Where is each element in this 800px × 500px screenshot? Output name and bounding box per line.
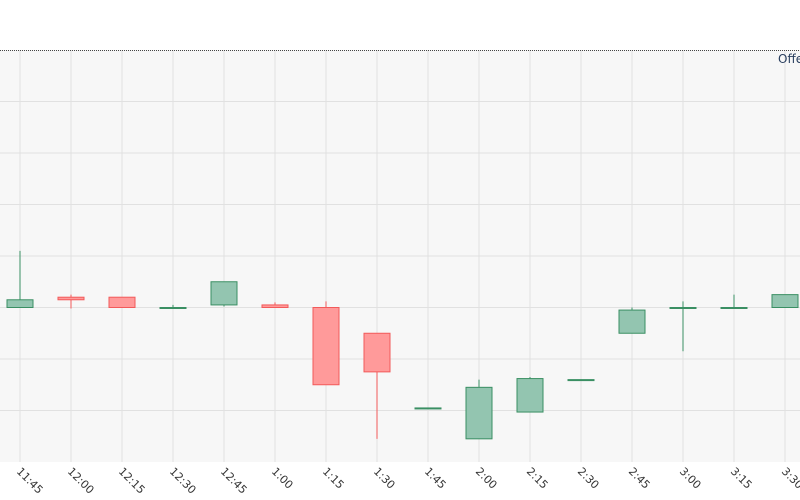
candle-body xyxy=(567,379,595,382)
candle xyxy=(771,294,799,308)
candle xyxy=(159,304,187,309)
x-tick-label: 2:45 xyxy=(626,465,653,492)
x-tick-label: 12:00 xyxy=(65,465,97,497)
candle xyxy=(720,294,748,309)
candle-body xyxy=(261,304,289,308)
candle xyxy=(465,379,493,440)
candles xyxy=(6,250,799,440)
candle-body xyxy=(6,299,34,308)
candle xyxy=(6,250,34,308)
candle-body xyxy=(465,386,493,440)
candle-body xyxy=(516,378,544,413)
candle xyxy=(363,332,391,439)
x-tick-label: 1:30 xyxy=(371,465,398,492)
candle-body xyxy=(618,309,646,334)
x-tick-label: 12:45 xyxy=(218,465,250,497)
x-tick-label: 1:00 xyxy=(269,465,296,492)
candle-body xyxy=(312,307,340,386)
x-tick-label: 12:30 xyxy=(167,465,199,497)
candle-body xyxy=(720,307,748,309)
candle-body xyxy=(108,296,136,309)
annotation-label: Offe xyxy=(778,52,800,66)
candle xyxy=(516,377,544,413)
candle xyxy=(108,296,136,309)
x-tick-label: 2:30 xyxy=(575,465,602,492)
candle-body xyxy=(669,307,697,309)
candle xyxy=(261,302,289,308)
candle xyxy=(57,294,85,309)
candle xyxy=(567,379,595,382)
candle xyxy=(669,301,697,352)
candle xyxy=(414,407,442,410)
candle-body xyxy=(363,332,391,373)
candle-body xyxy=(210,281,238,306)
candle xyxy=(312,301,340,386)
x-axis-tick-labels: 11:45 12:00 12:15 12:30 12:45 1:00 1:15 1:30 1:4… xyxy=(14,465,800,497)
candle-body xyxy=(414,407,442,410)
x-tick-label: 3:30 xyxy=(779,465,800,492)
candle-body xyxy=(57,296,85,301)
candle-body xyxy=(159,307,187,309)
x-tick-label: 3:15 xyxy=(728,465,755,492)
x-tick-label: 2:00 xyxy=(473,465,500,492)
candle xyxy=(618,307,646,334)
x-tick-label: 12:15 xyxy=(116,465,148,497)
x-tick-label: 11:45 xyxy=(14,465,46,497)
candle-body xyxy=(771,294,799,308)
x-tick-label: 1:15 xyxy=(320,465,347,492)
candle xyxy=(210,281,238,307)
x-tick-label: 1:45 xyxy=(422,465,449,492)
x-tick-label: 3:00 xyxy=(677,465,704,492)
x-tick-label: 2:15 xyxy=(524,465,551,492)
